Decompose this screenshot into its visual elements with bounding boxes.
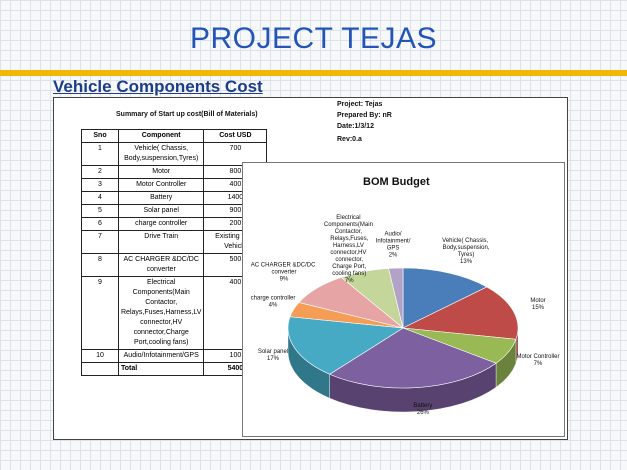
table-row: 3 Motor Controller 400 [81,178,268,192]
pie-slice-label: AC CHARGER &DC/DC converter 9% [251,263,317,283]
table-row: 2 Motor 800 [81,165,268,179]
table-row: 8 AC CHARGER &DC/DC converter 500 [81,253,268,277]
project-name: Project: Tejas [337,101,383,108]
header-sno: Sno [81,129,119,143]
row-component: Audio/Infotainment/GPS [117,349,205,363]
row-sno: 10 [81,349,119,363]
row-component: Electrical Components(Main Contactor, Re… [117,276,205,350]
prepared-by: Prepared By: nR [337,112,392,119]
pie-slice [402,267,488,329]
row-component: charge controller [117,217,205,231]
total-blank [81,362,119,376]
pie-slice-label: Solar panel 17% [258,349,288,362]
total-label: Total [117,362,205,376]
table-row: 4 Battery 1400 [81,191,268,205]
slide-subtitle: Vehicle Components Cost [53,77,263,96]
title-band [0,70,627,76]
pie-slice [401,286,519,340]
table-row: 5 Solar panel 900 [81,204,268,218]
table-row: 6 charge controller 200 [81,217,268,231]
row-component: Vehicle( Chassis, Body,suspension,Tyres) [117,142,205,166]
table-row: 7 Drive Train Existing from Vehicle [81,230,268,254]
pie-slice [287,316,404,375]
header-cost: Cost USD [203,129,268,143]
row-sno: 5 [81,204,119,218]
pie-slice-label: Battery 26% [413,403,432,416]
row-sno: 9 [81,276,119,350]
row-sno: 8 [81,253,119,277]
date: Date:1/3/12 [337,123,374,130]
table-row: 10 Audio/Infotainment/GPS 100 [81,349,268,363]
pie-slice [388,267,404,329]
row-component: Solar panel [117,204,205,218]
summary-heading: Summary of Start up cost(Bill of Materia… [116,111,258,118]
row-sno: 4 [81,191,119,205]
row-component: AC CHARGER &DC/DC converter [117,253,205,277]
bom-table-body: 1 Vehicle( Chassis, Body,suspension,Tyres… [81,142,268,376]
pie-chart-svg: BOM Budget Vehicle( Chassis, Body,suspen… [251,176,560,416]
bom-budget-chart: BOM Budget Vehicle( Chassis, Body,suspen… [242,162,565,437]
row-sno: 3 [81,178,119,192]
revision: Rev:0.a [337,136,362,143]
row-sno: 6 [81,217,119,231]
row-component: Motor [117,165,205,179]
table-row: 1 Vehicle( Chassis, Body,suspension,Tyres… [81,142,268,166]
row-component: Motor Controller [117,178,205,192]
table-row: 9 Electrical Components(Main Contactor, R… [81,276,268,350]
slide-title: PROJECT TEJAS [189,22,438,55]
row-component: Drive Train [117,230,205,254]
pie-slice-label: Vehicle( Chassis, Body,suspension, Tyres)… [442,238,490,265]
header-component: Component [117,129,205,143]
row-sno: 1 [81,142,119,166]
row-sno: 7 [81,230,119,254]
row-component: Battery [117,191,205,205]
pie-slice-label: Audio/Infotainment/GPS 2% [376,231,411,258]
bom-sheet: Summary of Start up cost(Bill of Materia… [53,97,568,440]
chart-title: BOM Budget [363,176,430,188]
pie-slice-label: Electrical Components(Main Contactor, Re… [324,215,375,284]
pie-slice [329,327,497,389]
table-header-row: Sno Component Cost USD [81,129,268,143]
table-total-row: Total 5400 [81,362,268,376]
pie-slice-label: charge controller 4% [251,295,296,308]
pie-slice-label: Motor Controller 7% [516,354,559,367]
bom-table: Sno Component Cost USD 1 Vehicle( Chassis… [81,129,268,376]
pie-slice-label: Motor 15% [530,298,545,311]
row-sno: 2 [81,165,119,179]
